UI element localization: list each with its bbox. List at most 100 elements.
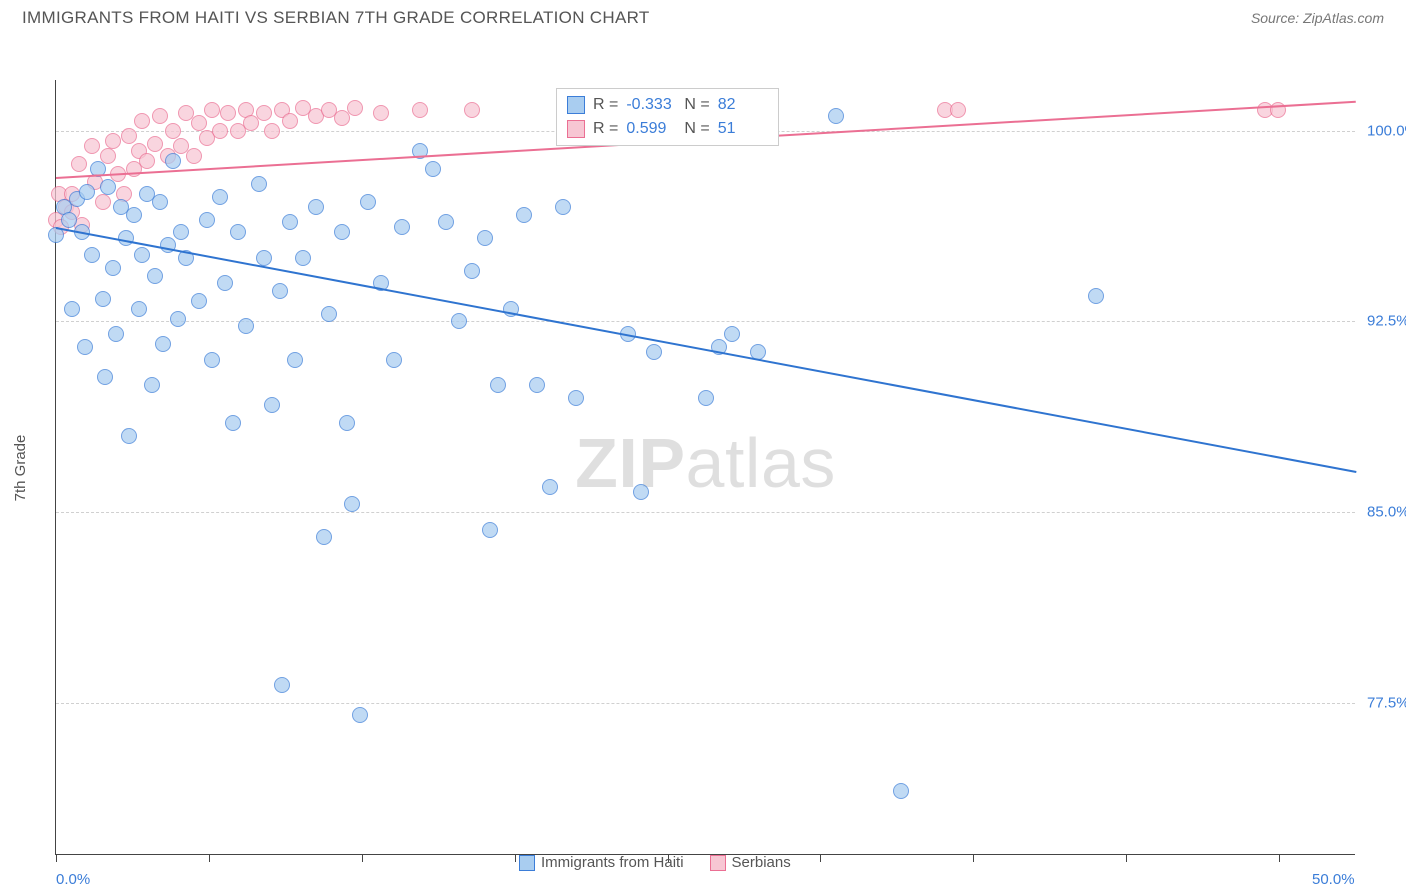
- source-prefix: Source:: [1251, 10, 1299, 26]
- chart-header: IMMIGRANTS FROM HAITI VS SERBIAN 7TH GRA…: [0, 0, 1406, 34]
- scatter-point: [334, 224, 350, 240]
- scatter-point: [272, 283, 288, 299]
- scatter-point: [451, 313, 467, 329]
- scatter-point: [339, 415, 355, 431]
- x-tick: [820, 854, 821, 862]
- stat-n-value: 51: [718, 120, 768, 138]
- scatter-point: [212, 123, 228, 139]
- scatter-point: [139, 153, 155, 169]
- scatter-point: [79, 184, 95, 200]
- scatter-point: [71, 156, 87, 172]
- scatter-point: [264, 397, 280, 413]
- scatter-point: [97, 369, 113, 385]
- bottom-legend: Immigrants from Haiti Serbians: [519, 854, 791, 871]
- scatter-point: [394, 219, 410, 235]
- scatter-point: [344, 496, 360, 512]
- scatter-point: [295, 250, 311, 266]
- scatter-point: [321, 306, 337, 322]
- scatter-point: [646, 344, 662, 360]
- scatter-point: [95, 291, 111, 307]
- scatter-point: [134, 247, 150, 263]
- scatter-point: [147, 136, 163, 152]
- watermark-rest: atlas: [686, 424, 836, 502]
- scatter-point: [105, 133, 121, 149]
- stat-n-label: N =: [684, 120, 709, 138]
- scatter-point: [191, 293, 207, 309]
- scatter-point: [264, 123, 280, 139]
- legend-swatch: [710, 855, 726, 871]
- scatter-point: [555, 199, 571, 215]
- scatter-point: [373, 105, 389, 121]
- gridline-h: [56, 703, 1355, 704]
- stats-row: R =-0.333N =82: [567, 93, 768, 117]
- x-tick: [515, 854, 516, 862]
- y-tick-label: 100.0%: [1367, 122, 1406, 139]
- scatter-point: [204, 102, 220, 118]
- scatter-point: [360, 194, 376, 210]
- scatter-point: [191, 115, 207, 131]
- scatter-point: [84, 138, 100, 154]
- scatter-point: [186, 148, 202, 164]
- y-tick-label: 85.0%: [1367, 503, 1406, 520]
- scatter-point: [282, 214, 298, 230]
- x-tick-label: 0.0%: [56, 871, 90, 888]
- y-axis-title: 7th Grade: [12, 434, 29, 501]
- scatter-point: [412, 102, 428, 118]
- legend-item: Serbians: [710, 854, 791, 871]
- stat-r-value: 0.599: [626, 120, 676, 138]
- x-tick: [1126, 854, 1127, 862]
- scatter-point: [724, 326, 740, 342]
- scatter-point: [482, 522, 498, 538]
- scatter-point: [230, 224, 246, 240]
- x-tick-label: 50.0%: [1312, 871, 1355, 888]
- scatter-point: [108, 326, 124, 342]
- scatter-point: [121, 428, 137, 444]
- scatter-point: [529, 377, 545, 393]
- scatter-point: [516, 207, 532, 223]
- legend-item: Immigrants from Haiti: [519, 854, 684, 871]
- stats-legend: R =-0.333N =82R =0.599N =51: [556, 88, 779, 146]
- scatter-point: [77, 339, 93, 355]
- x-tick: [209, 854, 210, 862]
- source-name: ZipAtlas.com: [1303, 10, 1384, 26]
- stat-r-label: R =: [593, 96, 618, 114]
- trend-line: [56, 227, 1356, 473]
- scatter-point: [464, 102, 480, 118]
- scatter-point: [225, 415, 241, 431]
- scatter-point: [282, 113, 298, 129]
- stat-n-label: N =: [684, 96, 709, 114]
- scatter-point: [199, 212, 215, 228]
- scatter-point: [438, 214, 454, 230]
- scatter-point: [308, 199, 324, 215]
- chart-title: IMMIGRANTS FROM HAITI VS SERBIAN 7TH GRA…: [22, 8, 650, 28]
- scatter-point: [121, 128, 137, 144]
- scatter-point: [134, 113, 150, 129]
- scatter-point: [84, 247, 100, 263]
- watermark: ZIPatlas: [575, 423, 836, 503]
- x-tick: [1279, 854, 1280, 862]
- watermark-zip: ZIP: [575, 424, 685, 502]
- legend-swatch: [519, 855, 535, 871]
- scatter-point: [352, 707, 368, 723]
- scatter-point: [386, 352, 402, 368]
- scatter-point: [144, 377, 160, 393]
- scatter-point: [238, 318, 254, 334]
- scatter-point: [256, 105, 272, 121]
- scatter-point: [126, 207, 142, 223]
- scatter-point: [170, 311, 186, 327]
- scatter-point: [347, 100, 363, 116]
- scatter-point: [568, 390, 584, 406]
- scatter-point: [204, 352, 220, 368]
- scatter-point: [105, 260, 121, 276]
- scatter-point: [1088, 288, 1104, 304]
- legend-swatch: [567, 120, 585, 138]
- scatter-point: [173, 224, 189, 240]
- scatter-point: [217, 275, 233, 291]
- scatter-point: [477, 230, 493, 246]
- y-tick-label: 77.5%: [1367, 694, 1406, 711]
- scatter-point: [316, 529, 332, 545]
- y-tick-label: 92.5%: [1367, 313, 1406, 330]
- scatter-point: [165, 153, 181, 169]
- stat-r-value: -0.333: [626, 96, 676, 114]
- chart-source: Source: ZipAtlas.com: [1251, 10, 1384, 26]
